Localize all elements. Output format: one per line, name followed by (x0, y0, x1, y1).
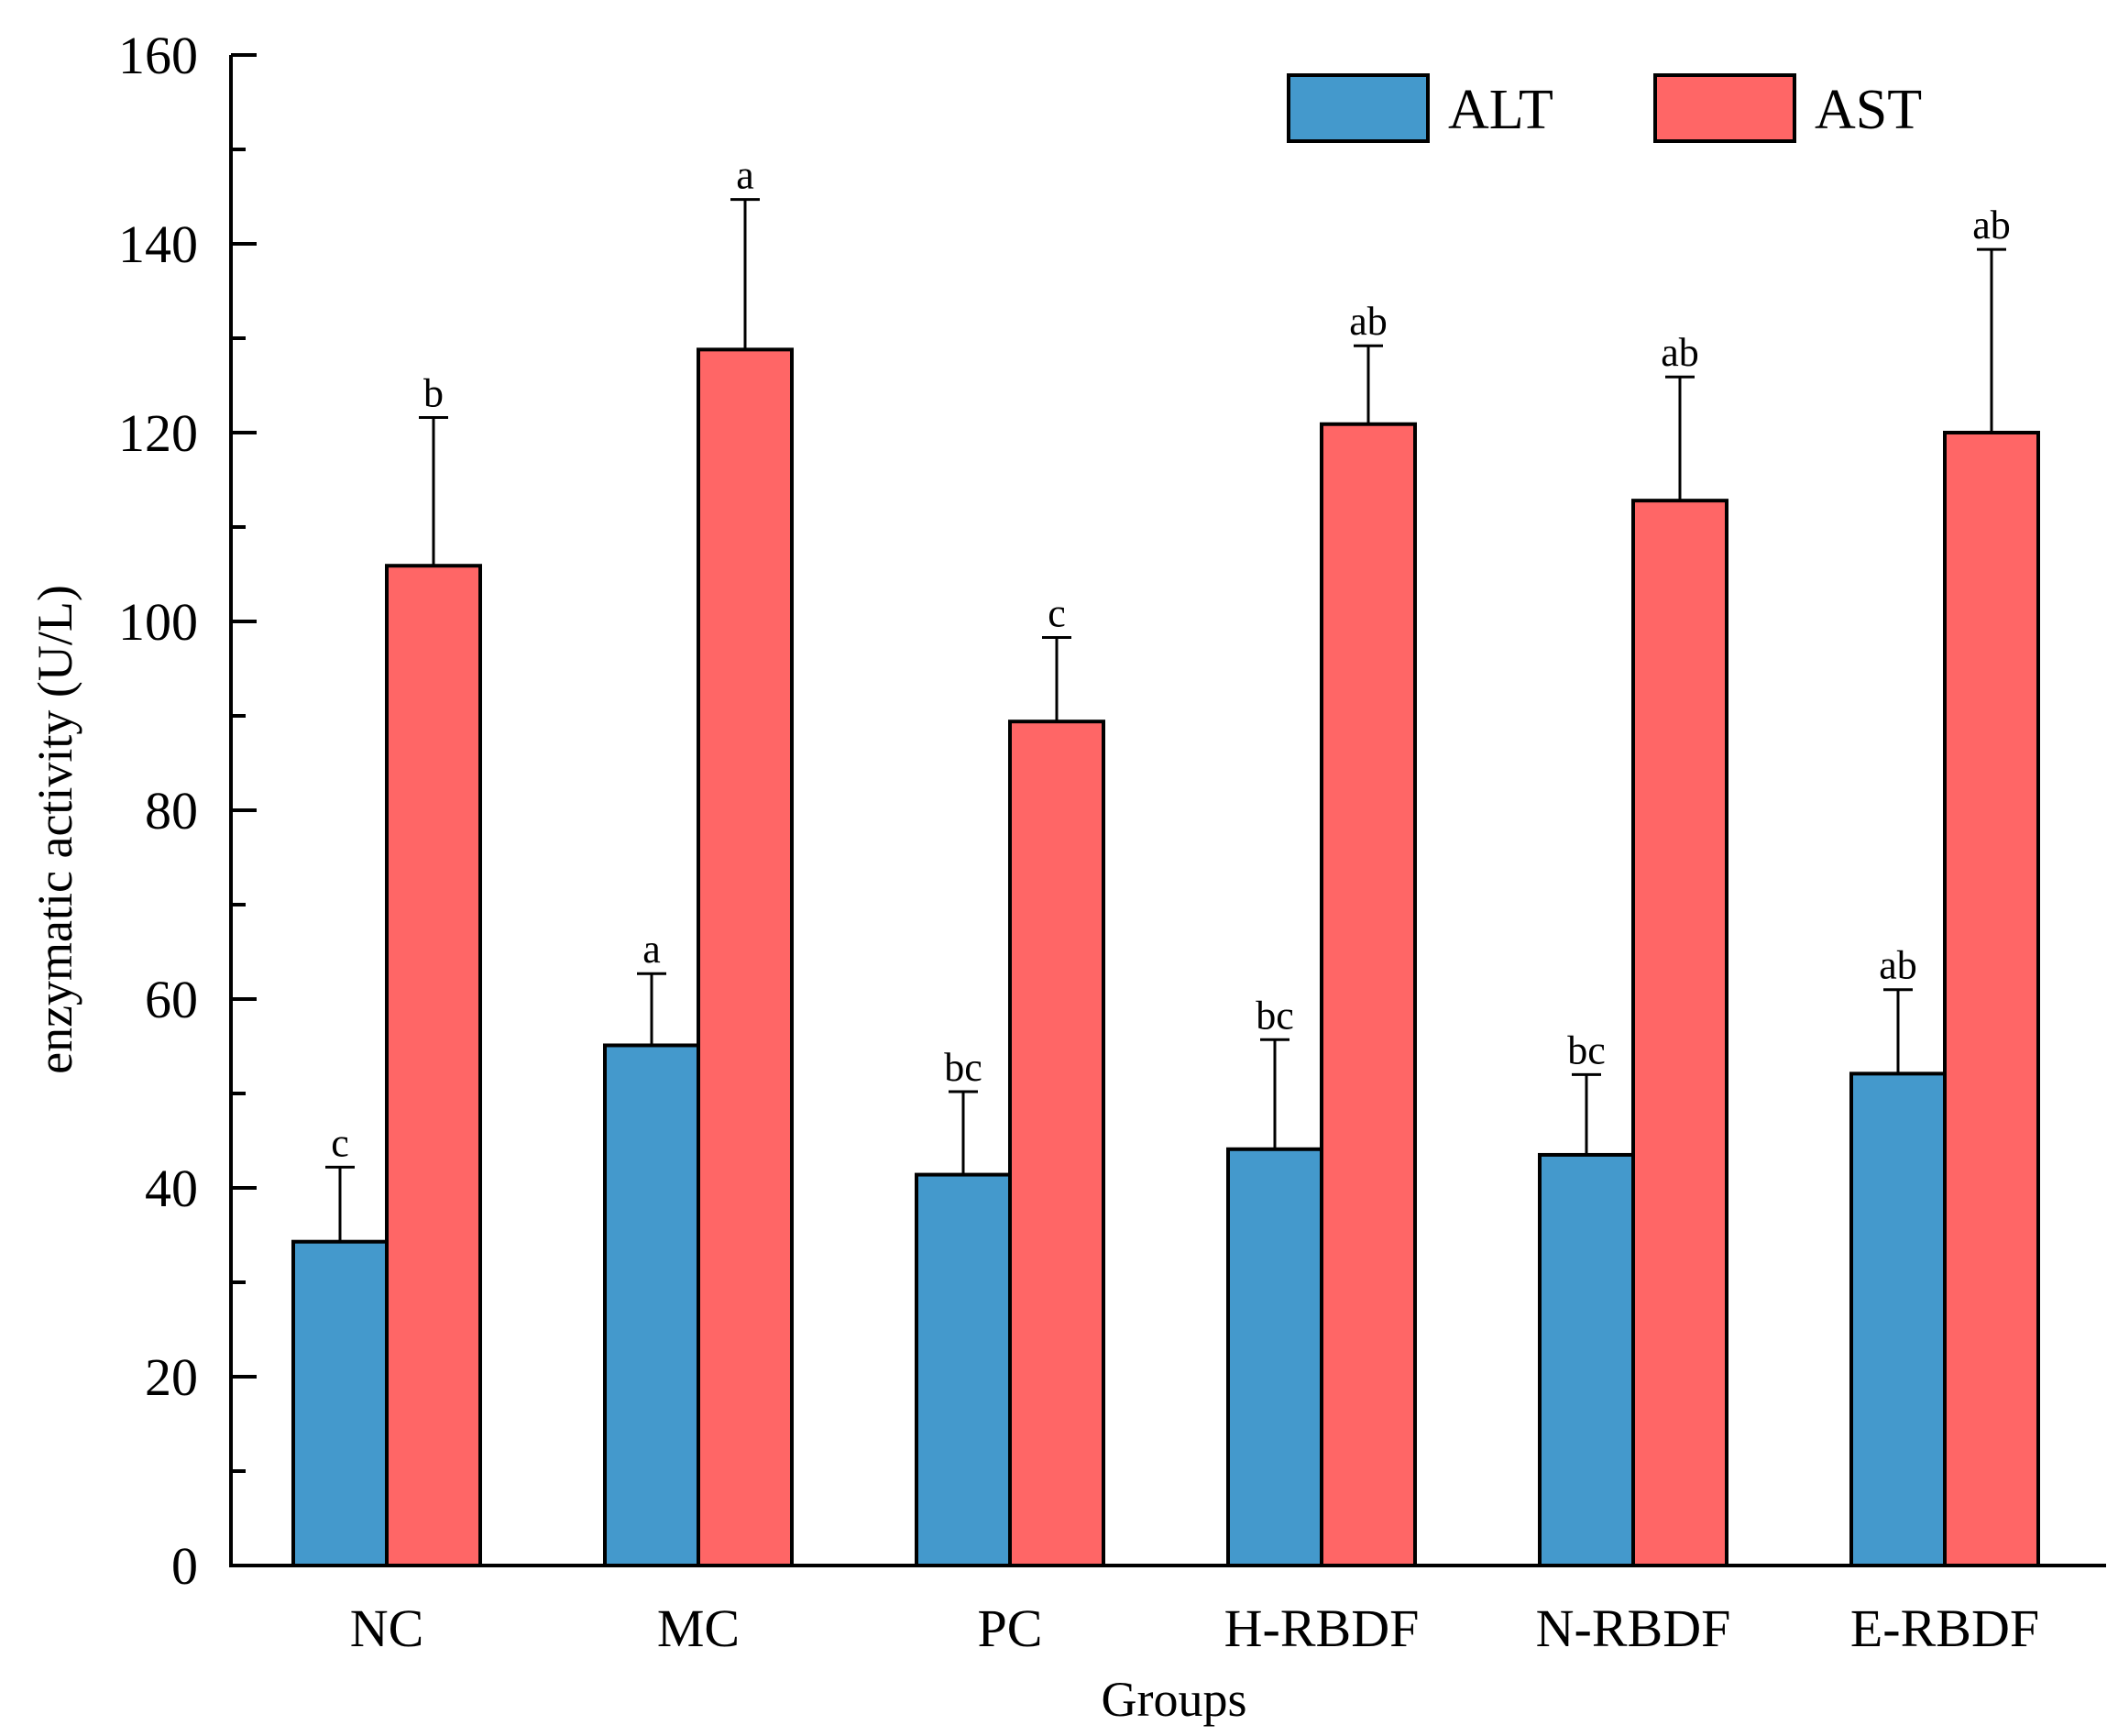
significance-label: bc (1256, 993, 1294, 1038)
legend-label-ast: AST (1815, 79, 1922, 141)
axes: 0 20 40 60 80 100 120 140 160 (118, 26, 2106, 1596)
significance-label: b (423, 371, 444, 416)
bar-alt (1538, 1152, 1635, 1567)
significance-label: ab (1349, 299, 1388, 344)
bar-ast (1320, 422, 1417, 1568)
x-tick-label: PC (978, 1599, 1043, 1658)
significance-label: bc (944, 1045, 982, 1090)
significance-label: a (642, 927, 661, 972)
y-tick-label: 160 (118, 26, 198, 85)
y-tick-label: 120 (118, 403, 198, 463)
legend-swatch-alt (1287, 73, 1430, 143)
significance-label: a (736, 153, 754, 198)
bar-alt (1849, 1071, 1947, 1567)
bar-alt (603, 1043, 700, 1567)
x-tick-label: NC (350, 1599, 424, 1658)
bar-ast (1943, 431, 2040, 1567)
significance-label: c (331, 1120, 349, 1165)
significance-label: bc (1567, 1027, 1606, 1072)
bar-ast (697, 347, 794, 1567)
bar-alt (1226, 1147, 1323, 1568)
bar-ast (1631, 499, 1728, 1567)
x-tick-label: N-RBDF (1536, 1599, 1731, 1658)
significance-label: ab (1972, 203, 2011, 247)
y-tick-label: 40 (145, 1159, 198, 1218)
y-axis-title: enzymatic activity (U/L) (27, 585, 82, 1074)
legend-swatch-ast (1653, 73, 1796, 143)
labels: c b NC a a MC bc c PC bc ab H-RBDF bc ab N-RBDF ab ab E-R… (331, 153, 2039, 1658)
y-tick-label: 100 (118, 592, 198, 652)
bars (291, 198, 2040, 1568)
bar-alt (915, 1172, 1012, 1567)
y-tick-label: 0 (171, 1536, 198, 1596)
y-tick-label: 60 (145, 970, 198, 1029)
legend-label-alt: ALT (1448, 79, 1553, 141)
x-tick-label: E-RBDF (1850, 1599, 2039, 1658)
significance-label: ab (1661, 330, 1699, 375)
x-tick-label: H-RBDF (1224, 1599, 1420, 1658)
bar-ast (385, 564, 482, 1567)
bar-ast (1008, 720, 1105, 1567)
bar-alt (291, 1239, 389, 1567)
significance-label: c (1048, 591, 1066, 636)
y-tick-label: 80 (145, 781, 198, 841)
x-tick-label: MC (657, 1599, 740, 1658)
y-tick-label: 20 (145, 1347, 198, 1407)
legend: ALT AST (1287, 73, 1922, 143)
y-tick-label: 140 (118, 214, 198, 274)
x-axis-title: Groups (1102, 1672, 1247, 1727)
significance-label: ab (1879, 943, 1917, 988)
